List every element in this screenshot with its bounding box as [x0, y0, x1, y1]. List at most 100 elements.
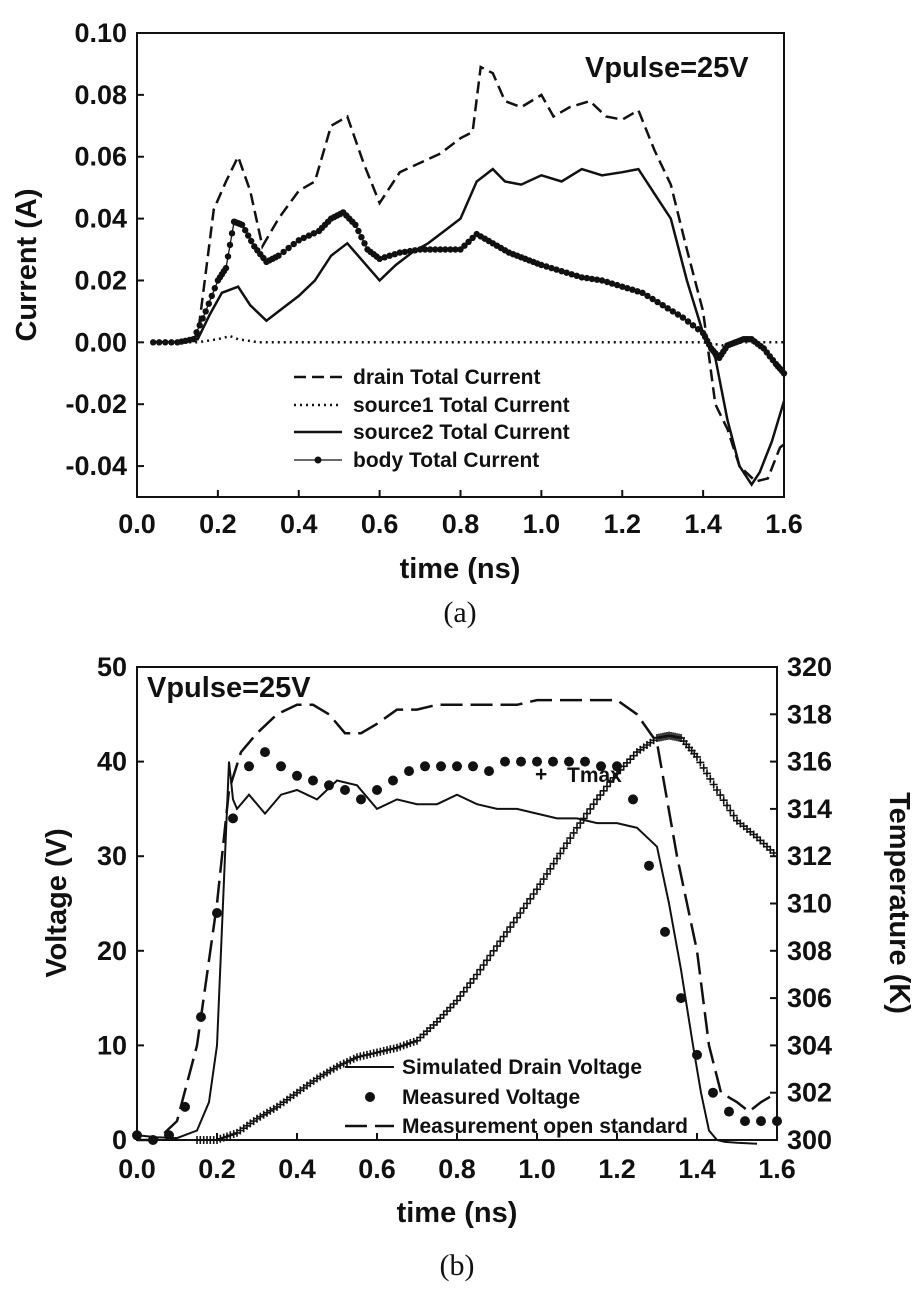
chart-b-caption: (b): [440, 1249, 475, 1282]
chart-b-xtick-label: 0.0: [118, 1154, 156, 1184]
chart-b-tmax-point: [723, 801, 731, 810]
chart-b-measured-point: [660, 926, 670, 937]
chart-b-measured-point: [484, 766, 494, 777]
chart-a-body-point: [228, 230, 236, 237]
chart-a-body-point: [386, 252, 393, 259]
chart-a-body-point: [421, 246, 429, 253]
chart-a-xtick-label: 1.4: [684, 509, 722, 539]
chart-b-ytick-label: 10: [97, 1030, 127, 1060]
chart-a-legend: drain Total Current source1 Total Curren…: [294, 366, 570, 472]
chart-a-xtick-label: 0.6: [361, 509, 399, 539]
chart-a-body-point: [355, 227, 362, 235]
chart-b-measured-point: [244, 761, 254, 772]
chart-b-xtick-label: 0.4: [278, 1154, 316, 1184]
chart-a-body-point: [168, 339, 175, 346]
chart-a-caption: (a): [443, 596, 476, 629]
chart-b-tmax-point: [703, 769, 711, 778]
chart-a-xtick-label: 1.6: [765, 509, 803, 539]
chart-b-measured-point: [388, 775, 398, 786]
chart-a-body-point: [150, 339, 157, 346]
chart-b-measured-point: [740, 1116, 750, 1127]
chart-a-body-point: [629, 286, 636, 293]
chart-b-tmax-point: [579, 814, 588, 823]
chart-b-measured-point: [212, 908, 222, 918]
chart-b-tmax-point: [593, 795, 601, 804]
chart-b-y2label: Temperature (K): [883, 792, 914, 1014]
chart-b-xtick-label: 1.0: [518, 1154, 556, 1184]
chart-a-series: [150, 65, 788, 487]
chart-b-tmax-point: [463, 983, 471, 992]
chart-a-body-point: [639, 289, 646, 296]
chart-b-tmax-point: [546, 864, 555, 873]
chart-a-body-point: [684, 318, 692, 325]
chart-b-measured-point: [372, 785, 382, 795]
chart-a-body-point: [310, 230, 318, 237]
chart-a-body-point: [211, 285, 218, 292]
chart-a-ytick-label: 0.10: [74, 18, 127, 48]
chart-a-xtick-label: 0.2: [199, 509, 237, 539]
chart-a-body-point: [649, 295, 656, 303]
chart-a-body-point: [619, 283, 626, 290]
chart-b-axes: 0.0 0.2 0.4 0.6 0.8 1.0 1.2 1.4 1.6 50 40 30 20 10 0 32…: [97, 652, 832, 1184]
chart-a-body-point: [196, 322, 203, 329]
chart-a-body-point: [290, 240, 297, 248]
chart-a-body-point: [694, 326, 702, 333]
chart-a-body-point: [406, 247, 414, 255]
chart-a-body-point: [664, 305, 671, 312]
chart-b-y2tick-label: 306: [787, 983, 832, 1013]
chart-a-body-point: [614, 281, 621, 289]
chart-b-tmax-point: [483, 956, 491, 965]
chart-a-body-point: [156, 339, 163, 346]
chart-b-y2tick-label: 302: [787, 1078, 832, 1108]
chart-a-body-point: [437, 246, 444, 253]
chart-a-body-point: [780, 370, 788, 377]
chart-b-tmax-label: Tmax: [567, 764, 622, 787]
chart-a-body-point: [226, 241, 234, 249]
chart-a-body-point: [205, 300, 212, 307]
chart-b-measured-point: [452, 761, 462, 772]
chart-b-measured-point: [676, 993, 686, 1004]
chart-a-body-point: [224, 253, 232, 260]
chart-a-ytick-label: 0.06: [74, 142, 127, 172]
chart-a-body-point: [538, 261, 545, 269]
chart-b-tmax-point: [526, 894, 535, 903]
chart-a-body-point: [578, 274, 585, 281]
chart-b-tmax-point: [603, 782, 611, 791]
chart-b-tmax-point: [716, 791, 725, 800]
chart-b-tmax-point: [459, 987, 468, 996]
chart-b-tmax-point: [479, 961, 488, 969]
chart-b-xtick-label: 0.6: [358, 1154, 396, 1184]
chart-b-tmax-point: [469, 974, 478, 983]
chart-b-tmax-point: [696, 758, 705, 767]
chart-a-body-point: [588, 275, 596, 283]
chart-b-tmax-point: [476, 965, 485, 974]
chart-b-measured-point: [628, 794, 638, 805]
chart-a-body-point: [285, 244, 292, 252]
chart-a-ylabel: Current (A): [11, 188, 43, 341]
chart-b-y2tick-label: 310: [787, 889, 832, 919]
chart-a-ytick-label: 0.04: [74, 204, 127, 234]
chart-b-tmax-point: [509, 918, 518, 927]
legend-a-drain-label: drain Total Current: [353, 366, 540, 389]
chart-b-tmax-point: [503, 927, 511, 936]
chart-b-measured-point: [404, 766, 414, 777]
chart-a-body-point: [401, 248, 409, 256]
chart-b-measured-point: [708, 1087, 718, 1098]
chart-b-measured-point: [164, 1130, 174, 1141]
chart-a-body-point: [543, 263, 550, 270]
chart-a-body-point: [659, 302, 666, 309]
chart-a-body-point: [465, 238, 472, 245]
chart-b-tmax-point: [523, 899, 531, 908]
chart-a-ytick-label: 0.08: [74, 80, 127, 110]
chart-a-ytick-label: -0.04: [65, 451, 127, 481]
chart-b-measured-point: [340, 785, 350, 795]
chart-a-xtick-label: 0.0: [118, 509, 156, 539]
chart-b-tmax-point: [769, 849, 778, 857]
legend-a-source2-label: source2 Total Current: [353, 421, 570, 444]
chart-b-tmax-plus: +: [535, 763, 547, 786]
chart-b-xtick-label: 0.8: [438, 1154, 476, 1184]
chart-a-series-line-0: [153, 65, 785, 483]
legend-b-measured-marker: [365, 1092, 375, 1102]
chart-a-body-point: [598, 277, 606, 284]
